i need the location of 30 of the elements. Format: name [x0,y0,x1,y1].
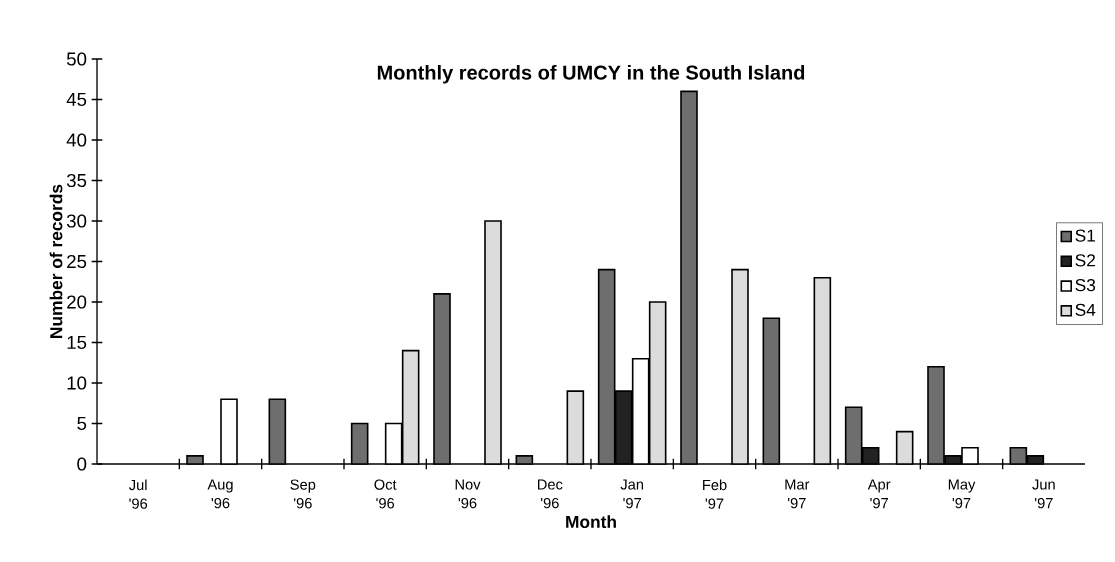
x-tick-label: May '97 [948,479,976,509]
y-tick-label: 35 [66,173,87,188]
y-tick-label: 20 [67,295,87,309]
x-tick-label: Mar '97 [785,479,810,509]
y-tick-label: 45 [66,92,87,107]
legend-label: S1 [1075,229,1096,242]
x-tick-label: Nov '96 [455,479,481,509]
x-tick-label: Jun '97 [1032,479,1055,509]
y-tick-label: 10 [67,376,87,390]
y-axis-title: Number of records [49,184,63,338]
x-tick-label: Apr '97 [867,479,891,509]
y-tick-label: 0 [77,457,87,471]
x-tick-label: Jul '96 [129,479,148,509]
y-tick-label: 30 [66,214,87,228]
x-axis-title: Month [566,515,616,529]
y-tick-label: 5 [77,416,87,431]
legend-label: S4 [1075,303,1096,317]
x-tick-label: Feb '97 [703,479,727,509]
chart-title: Monthly records of UMCY in the South Island [377,64,805,84]
x-tick-label: Jan '97 [620,479,644,509]
x-tick-label: Sep '96 [290,479,316,509]
x-tick-label: Aug '96 [207,479,233,509]
y-tick-label: 25 [67,254,87,269]
y-tick-label: 15 [67,335,87,350]
y-tick-label: 50 [66,52,87,66]
legend-label: S2 [1075,254,1095,267]
x-tick-label: Oct '96 [374,479,397,509]
legend-label: S3 [1075,278,1096,292]
x-tick-label: Dec '96 [538,479,563,509]
y-tick-label: 40 [66,133,87,147]
